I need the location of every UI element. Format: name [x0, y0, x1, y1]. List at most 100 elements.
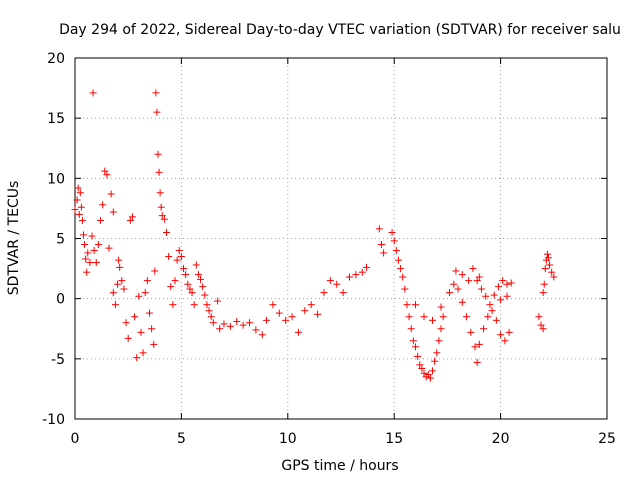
- data-point: [131, 313, 139, 321]
- data-point: [535, 313, 543, 321]
- data-point: [480, 325, 488, 333]
- data-points: [71, 89, 558, 382]
- data-point: [465, 277, 473, 285]
- y-tick-label: -10: [42, 412, 65, 428]
- data-point: [431, 357, 439, 365]
- data-point: [220, 320, 228, 328]
- data-point: [550, 273, 558, 281]
- data-point: [301, 307, 309, 315]
- data-point: [155, 168, 163, 176]
- data-point: [177, 253, 185, 261]
- data-point: [239, 321, 247, 329]
- data-point: [209, 319, 217, 327]
- data-point: [275, 309, 283, 317]
- data-point: [103, 171, 111, 179]
- data-point: [482, 292, 490, 300]
- data-point: [492, 316, 500, 324]
- data-point: [158, 212, 166, 220]
- data-point: [507, 279, 515, 287]
- chart-title: Day 294 of 2022, Sidereal Day-to-day VTE…: [59, 22, 621, 38]
- data-point: [537, 321, 545, 329]
- data-point: [544, 254, 552, 262]
- data-point: [116, 263, 124, 271]
- data-point: [501, 337, 509, 345]
- data-point: [75, 210, 83, 218]
- data-point: [346, 273, 354, 281]
- data-point: [175, 247, 183, 255]
- data-point: [486, 301, 494, 309]
- data-point: [490, 291, 498, 299]
- data-point: [326, 277, 334, 285]
- data-point: [88, 232, 96, 240]
- data-point: [109, 289, 117, 297]
- data-point: [437, 325, 445, 333]
- data-point: [446, 289, 454, 297]
- data-point: [503, 292, 511, 300]
- data-point: [320, 289, 328, 297]
- data-point: [233, 318, 241, 326]
- data-point: [548, 268, 556, 276]
- y-tick-label: 0: [56, 292, 65, 308]
- data-point: [314, 310, 322, 318]
- data-point: [186, 285, 194, 293]
- data-point: [89, 89, 97, 97]
- data-point: [450, 280, 458, 288]
- data-point: [109, 208, 117, 216]
- data-point: [394, 256, 402, 264]
- x-tick-label: 10: [279, 431, 297, 447]
- data-point: [199, 283, 207, 291]
- x-tick-label: 20: [492, 431, 510, 447]
- data-point: [92, 259, 100, 267]
- data-point: [226, 322, 234, 330]
- data-point: [173, 256, 181, 264]
- data-point: [171, 277, 179, 285]
- data-point: [539, 289, 547, 297]
- data-point: [467, 328, 475, 336]
- data-point: [411, 343, 419, 351]
- data-point: [71, 206, 79, 214]
- data-point: [403, 301, 411, 309]
- data-point: [101, 167, 109, 175]
- data-point: [214, 297, 222, 305]
- data-point: [124, 334, 132, 342]
- data-point: [141, 289, 149, 297]
- data-point: [497, 296, 505, 304]
- data-point: [205, 307, 213, 315]
- data-point: [392, 247, 400, 255]
- y-tick-label: 15: [47, 111, 65, 127]
- data-point: [375, 225, 383, 233]
- x-axis-tick-labels: 0 5 10 15 20 25: [71, 431, 616, 447]
- data-point: [139, 349, 147, 357]
- data-point: [115, 256, 123, 264]
- data-point: [269, 301, 277, 309]
- data-point: [169, 301, 177, 309]
- data-point: [153, 108, 161, 116]
- data-point: [418, 364, 426, 372]
- data-point: [435, 337, 443, 345]
- data-point: [133, 354, 141, 362]
- data-point: [363, 263, 371, 271]
- y-axis-label: SDTVAR / TECUs: [6, 181, 22, 296]
- data-point: [197, 275, 205, 283]
- data-point: [73, 196, 81, 204]
- data-point: [99, 201, 107, 209]
- data-point: [105, 244, 113, 252]
- data-point: [137, 328, 145, 336]
- data-point: [201, 291, 209, 299]
- data-point: [192, 261, 200, 269]
- data-point: [416, 361, 424, 369]
- data-point: [475, 340, 483, 348]
- data-point: [539, 325, 547, 333]
- data-point: [388, 228, 396, 236]
- data-point: [97, 216, 105, 224]
- data-point: [390, 237, 398, 245]
- data-point: [397, 265, 405, 273]
- data-point: [163, 228, 171, 236]
- data-point: [194, 271, 202, 279]
- data-point: [252, 326, 260, 334]
- data-point: [471, 343, 479, 351]
- data-point: [477, 285, 485, 293]
- data-point: [157, 203, 165, 211]
- data-point: [439, 313, 447, 321]
- data-point: [399, 273, 407, 281]
